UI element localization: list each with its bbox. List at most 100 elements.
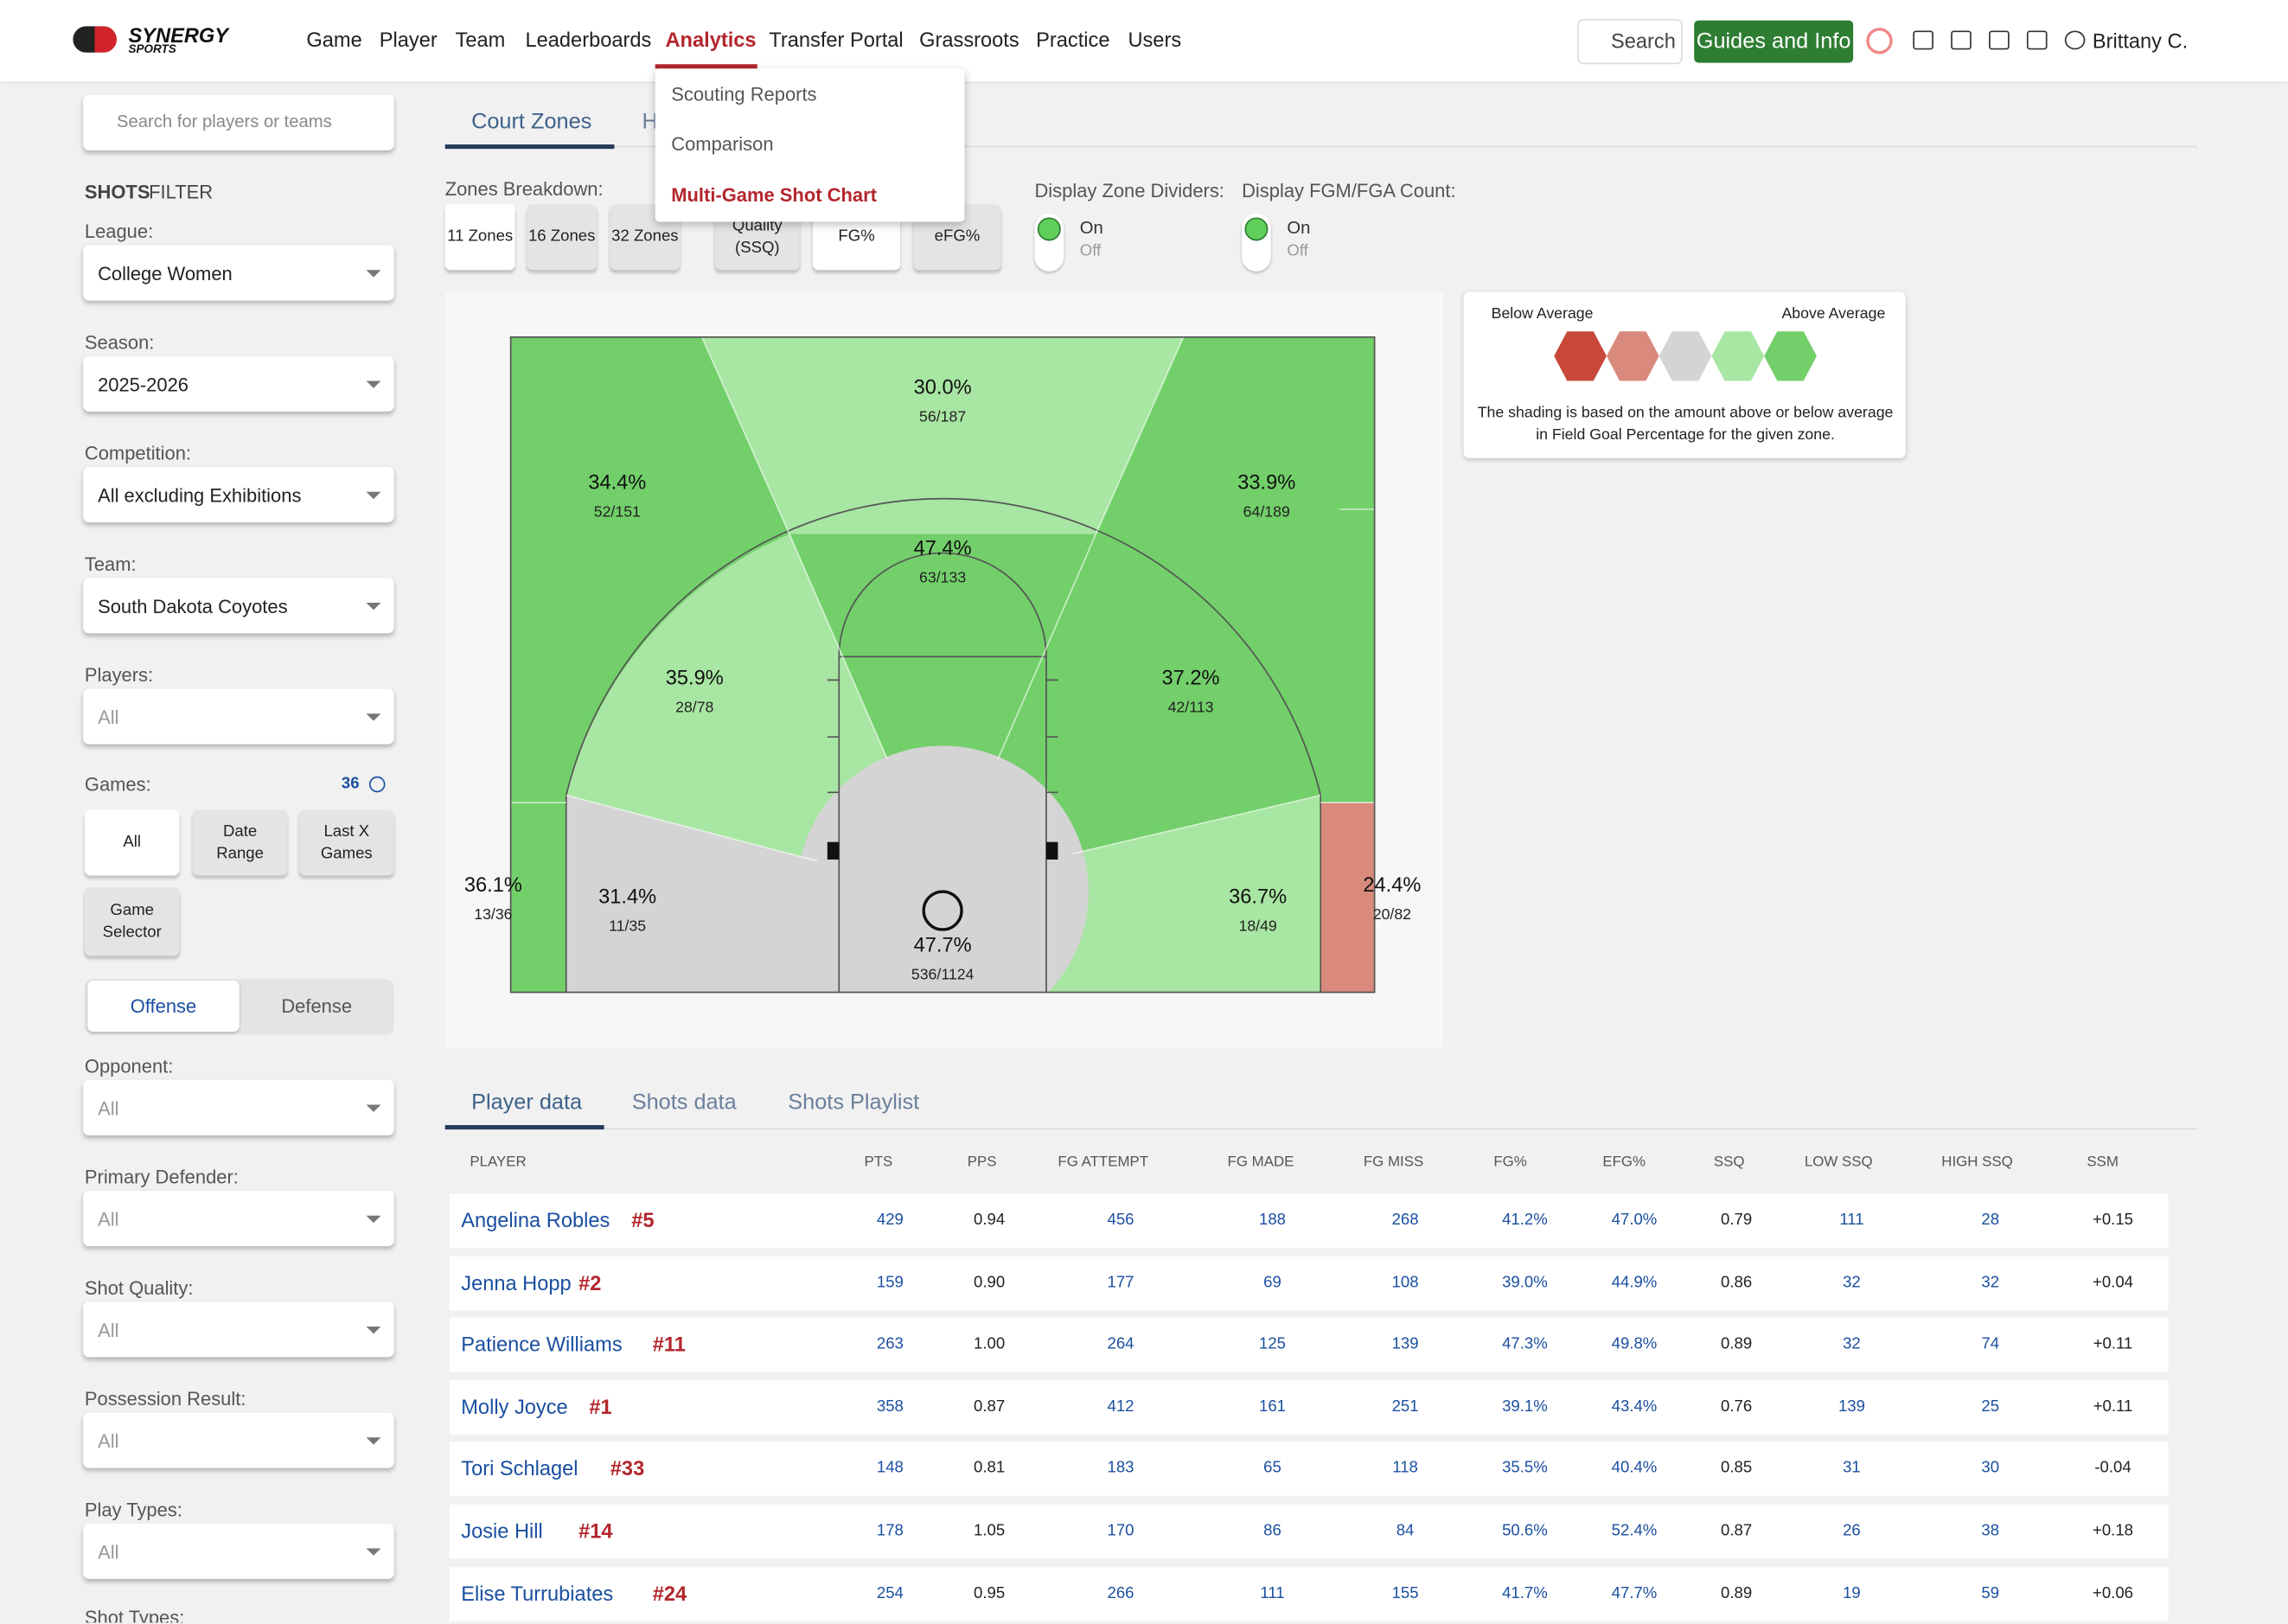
data-tab[interactable]: Shots Playlist (788, 1090, 920, 1116)
table-cell[interactable]: 268 (1391, 1211, 1419, 1229)
table-cell[interactable]: 32 (1843, 1335, 1861, 1353)
player-name[interactable]: Tori Schlagel (461, 1456, 578, 1480)
nav-link[interactable]: Game (306, 28, 362, 52)
dropdown[interactable] (83, 1079, 394, 1135)
nav-link[interactable]: Users (1128, 28, 1182, 52)
dropdown[interactable] (83, 688, 394, 745)
table-cell[interactable]: 429 (876, 1211, 904, 1229)
user-name[interactable]: Brittany C. (2092, 29, 2189, 53)
table-cell[interactable]: 49.8% (1611, 1335, 1658, 1353)
user-icon[interactable] (2064, 30, 2086, 50)
search-button[interactable] (1577, 18, 1683, 65)
table-cell[interactable]: 39.0% (1502, 1273, 1548, 1291)
table-cell[interactable]: 50.6% (1502, 1522, 1548, 1540)
table-cell[interactable]: 159 (876, 1273, 904, 1291)
video-icon[interactable] (1913, 30, 1933, 50)
table-cell[interactable]: 108 (1391, 1273, 1419, 1291)
table-cell[interactable]: 183 (1107, 1460, 1134, 1478)
nav-link[interactable]: Player (379, 28, 438, 52)
table-cell[interactable]: 69 (1263, 1273, 1281, 1291)
table-cell[interactable]: 74 (1981, 1335, 2000, 1353)
table-cell[interactable]: 251 (1391, 1397, 1419, 1416)
dropdown[interactable] (83, 1412, 394, 1468)
table-cell[interactable]: 266 (1107, 1583, 1134, 1602)
table-cell[interactable]: 31 (1843, 1460, 1861, 1478)
table-cell[interactable]: 47.3% (1502, 1335, 1548, 1353)
table-cell[interactable]: 25 (1981, 1397, 2000, 1416)
table-cell[interactable]: 44.9% (1611, 1273, 1658, 1291)
toggle-option[interactable]: Offense (87, 981, 240, 1033)
table-cell[interactable]: 32 (1843, 1273, 1861, 1291)
toggle-option[interactable]: Defense (281, 994, 353, 1018)
player-name[interactable]: Angelina Robles (461, 1208, 610, 1232)
zone-button[interactable]: 16 Zones (527, 204, 598, 271)
table-cell[interactable]: 111 (1260, 1583, 1285, 1602)
table-cell[interactable]: 170 (1107, 1522, 1134, 1540)
dropdown[interactable] (83, 1301, 394, 1358)
game-button[interactable]: Date Range (192, 809, 288, 876)
table-cell[interactable]: 118 (1392, 1460, 1418, 1478)
table-cell[interactable]: 28 (1981, 1211, 2000, 1229)
sidebar-search[interactable] (83, 94, 394, 150)
menu-item[interactable]: Multi-Game Shot Chart (671, 183, 877, 206)
table-cell[interactable]: 188 (1259, 1211, 1286, 1229)
table-cell[interactable]: 41.7% (1502, 1583, 1548, 1602)
table-cell[interactable]: 86 (1263, 1522, 1281, 1540)
table-cell[interactable]: 65 (1263, 1460, 1281, 1478)
menu-item[interactable]: Comparison (671, 132, 774, 155)
player-name[interactable]: Elise Turrubiates (461, 1581, 614, 1605)
game-button[interactable]: Last X Games (298, 809, 394, 876)
game-button[interactable]: All (84, 809, 180, 876)
table-cell[interactable]: 84 (1396, 1522, 1415, 1540)
player-name[interactable]: Josie Hill (461, 1519, 543, 1543)
report-icon[interactable] (1989, 30, 2010, 50)
data-tab[interactable]: Shots data (631, 1090, 737, 1116)
table-cell[interactable]: 263 (876, 1335, 904, 1353)
table-cell[interactable]: 148 (876, 1460, 904, 1478)
nav-link[interactable]: Leaderboards (525, 28, 652, 52)
table-cell[interactable]: 177 (1107, 1273, 1134, 1291)
table-cell[interactable]: 35.5% (1502, 1460, 1548, 1478)
bell-icon[interactable] (2026, 30, 2048, 50)
table-cell[interactable]: 111 (1839, 1211, 1864, 1229)
table-cell[interactable]: 254 (876, 1583, 904, 1602)
data-tab[interactable]: Player data (471, 1090, 583, 1116)
guides-button[interactable]: Guides and Info (1694, 20, 1854, 63)
dropdown[interactable] (83, 245, 394, 301)
table-cell[interactable]: 41.2% (1502, 1211, 1548, 1229)
menu-item[interactable]: Scouting Reports (671, 83, 817, 105)
table-cell[interactable]: 178 (876, 1522, 904, 1540)
dropdown[interactable] (83, 1523, 394, 1579)
nav-link[interactable]: Team (455, 28, 506, 52)
nav-link[interactable]: Transfer Portal (769, 28, 904, 52)
player-name[interactable]: Molly Joyce (461, 1394, 568, 1418)
player-name[interactable]: Patience Williams (461, 1333, 623, 1357)
table-cell[interactable]: 39.1% (1502, 1397, 1548, 1416)
dropdown[interactable] (83, 467, 394, 523)
table-cell[interactable]: 161 (1259, 1397, 1286, 1416)
table-cell[interactable]: 43.4% (1611, 1397, 1658, 1416)
table-cell[interactable]: 139 (1391, 1335, 1419, 1353)
table-cell[interactable]: 47.7% (1611, 1583, 1658, 1602)
court-tab[interactable]: Court Zones (471, 109, 592, 135)
print-icon[interactable] (1951, 30, 1972, 50)
court-tab[interactable]: H (642, 109, 658, 135)
table-cell[interactable]: 412 (1107, 1397, 1134, 1416)
nav-link[interactable]: Grassroots (919, 28, 1019, 52)
dropdown[interactable] (83, 1191, 394, 1247)
table-cell[interactable]: 32 (1981, 1273, 2000, 1291)
table-cell[interactable]: 139 (1837, 1397, 1865, 1416)
table-cell[interactable]: 59 (1981, 1583, 2000, 1602)
table-cell[interactable]: 38 (1981, 1522, 2000, 1540)
dropdown[interactable] (83, 355, 394, 412)
table-cell[interactable]: 358 (876, 1397, 904, 1416)
table-cell[interactable]: 125 (1259, 1335, 1286, 1353)
table-cell[interactable]: 19 (1843, 1583, 1861, 1602)
table-cell[interactable]: 26 (1843, 1522, 1861, 1540)
table-cell[interactable]: 30 (1981, 1460, 2000, 1478)
nav-link[interactable]: Practice (1036, 28, 1110, 52)
dropdown[interactable] (83, 578, 394, 634)
zone-button[interactable]: 11 Zones (444, 204, 515, 271)
nav-link[interactable]: Analytics (665, 28, 757, 52)
game-button[interactable]: Game Selector (84, 887, 180, 956)
